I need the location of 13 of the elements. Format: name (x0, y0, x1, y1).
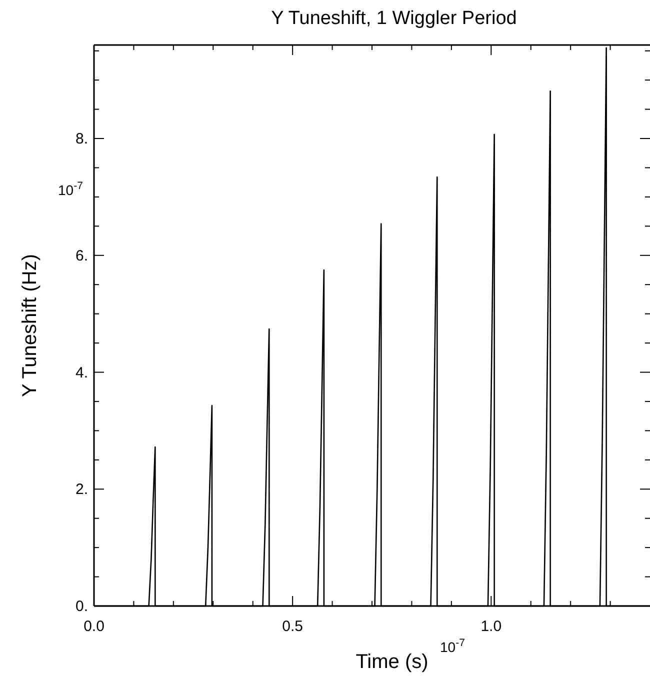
y-axis-title: Y Tuneshift (Hz) (19, 254, 41, 398)
text: 10$^{-7}$ (440, 637, 466, 655)
y-tick-label: 0. (75, 598, 88, 615)
x-axis-title: Time (s) (356, 651, 428, 673)
text: 10$^{-7}$ (58, 180, 84, 198)
x-tick-label: 1.0 (480, 618, 502, 635)
y-tick-label: 2. (75, 481, 88, 498)
x-tick-label: 0.5 (282, 618, 303, 635)
chart-title: Y Tuneshift, 1 Wiggler Period (271, 8, 517, 29)
y-tick-label: 6. (75, 247, 88, 264)
x-tick-label: 0.0 (84, 618, 104, 635)
y-tick-label: 4. (75, 364, 88, 382)
y-tick-label: 8. (75, 130, 88, 148)
